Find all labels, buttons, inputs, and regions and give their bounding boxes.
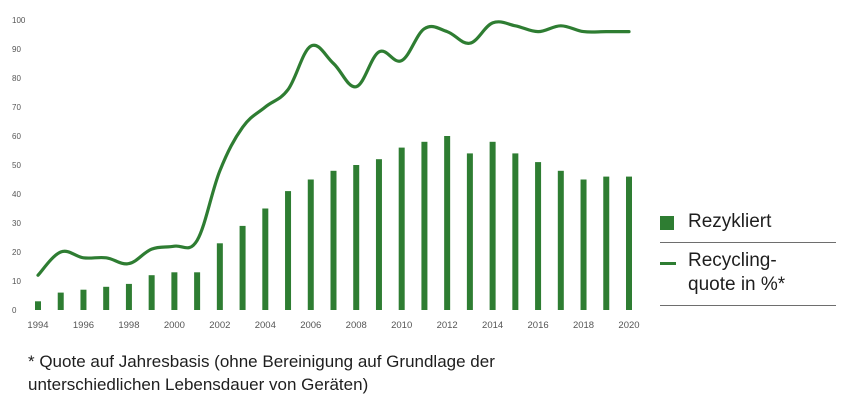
recycling-chart: 0 10 20 30 40 50 60 70 80 90 100 1994 1996 1998 2000 20… <box>12 16 640 331</box>
x-tick-label: 2006 <box>300 320 321 331</box>
x-tick-label: 1996 <box>73 320 94 331</box>
bar <box>375 159 382 310</box>
bar <box>626 176 632 310</box>
y-tick-label: 0 <box>12 306 17 315</box>
x-tick-label: 2000 <box>164 320 185 331</box>
bar <box>535 162 542 310</box>
legend-bar-swatch <box>660 216 674 230</box>
x-tick-label: 1998 <box>118 320 139 331</box>
bar <box>57 292 64 310</box>
y-tick-label: 100 <box>12 16 26 25</box>
y-axis-ticks: 0 10 20 30 40 50 60 70 80 90 100 <box>12 16 26 315</box>
bar <box>216 243 223 310</box>
bar <box>489 141 496 310</box>
bar <box>307 179 314 310</box>
x-tick-label: 2004 <box>255 320 276 331</box>
bar <box>603 176 610 310</box>
bar <box>171 272 178 310</box>
legend-item-line: Recycling- quote in %* <box>660 243 836 306</box>
bar <box>285 191 292 310</box>
x-axis-ticks: 1994 1996 1998 2000 2002 2004 2006 2008 2010 2012… <box>27 320 639 331</box>
y-tick-label: 30 <box>12 219 21 228</box>
bar <box>466 153 473 310</box>
bar <box>512 153 519 310</box>
x-tick-label: 2008 <box>346 320 367 331</box>
bar <box>262 208 269 310</box>
y-tick-label: 50 <box>12 161 21 170</box>
x-tick-label: 2014 <box>482 320 503 331</box>
legend-item-bars: Rezykliert <box>660 204 836 243</box>
bar-series-group <box>35 136 632 310</box>
x-tick-label: 2012 <box>437 320 458 331</box>
legend-line-swatch <box>660 262 676 265</box>
x-tick-label: 2020 <box>618 320 639 331</box>
chart-legend: Rezykliert Recycling- quote in %* <box>660 204 836 306</box>
bar <box>421 141 428 310</box>
legend-bars-label: Rezykliert <box>688 211 772 232</box>
bar <box>330 170 337 310</box>
bar <box>125 283 132 310</box>
x-tick-label: 2002 <box>209 320 230 331</box>
y-tick-label: 40 <box>12 190 21 199</box>
bar <box>398 147 405 310</box>
x-tick-label: 2018 <box>573 320 594 331</box>
x-tick-label: 2010 <box>391 320 412 331</box>
legend-line-label: Recycling- quote in %* <box>688 250 786 295</box>
x-tick-label: 2016 <box>528 320 549 331</box>
y-tick-label: 70 <box>12 103 21 112</box>
bar <box>80 289 87 310</box>
bar <box>103 286 110 310</box>
bar <box>239 225 246 310</box>
bar <box>353 165 360 310</box>
bar <box>580 179 587 310</box>
y-tick-label: 20 <box>12 248 21 257</box>
y-tick-label: 90 <box>12 45 21 54</box>
bar <box>194 272 201 310</box>
y-tick-label: 10 <box>12 277 21 286</box>
footnote: * Quote auf Jahresbasis (ohne Bereinigun… <box>28 352 495 394</box>
recycling-quote-line <box>36 20 631 277</box>
y-tick-label: 80 <box>12 74 21 83</box>
y-tick-label: 60 <box>12 132 21 141</box>
bar <box>35 301 41 310</box>
x-tick-label: 1994 <box>27 320 48 331</box>
bar <box>148 275 155 310</box>
bar <box>557 170 564 310</box>
bar <box>444 136 451 310</box>
